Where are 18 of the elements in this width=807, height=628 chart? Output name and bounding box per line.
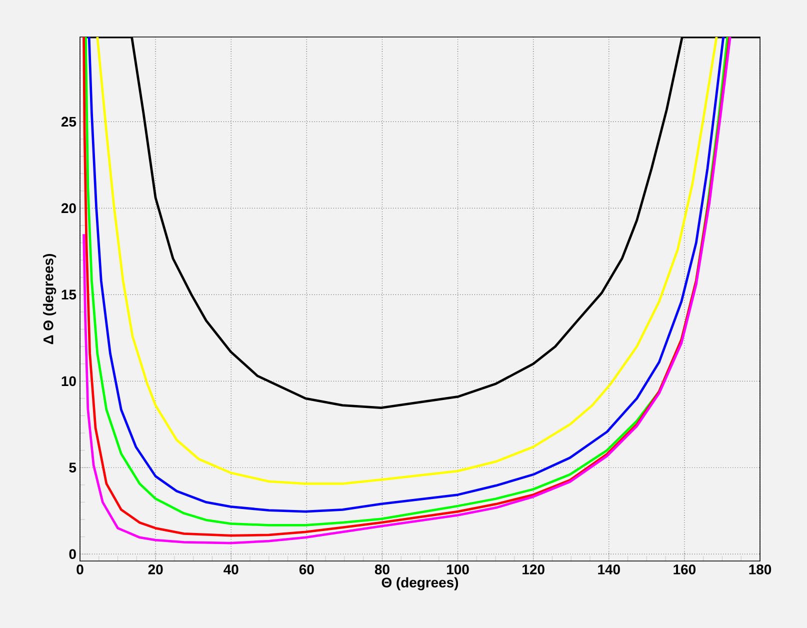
- y-axis-title: Δ Θ (degrees): [43, 254, 56, 344]
- y-tick-label: 25: [61, 116, 76, 127]
- x-tick-label: 80: [374, 564, 390, 574]
- x-tick-label: 20: [148, 564, 163, 574]
- y-tick-label: 5: [69, 462, 76, 472]
- x-axis-title: Θ (degrees): [382, 577, 458, 590]
- y-tick-label: 0: [69, 549, 76, 560]
- x-tick-label: 160: [674, 564, 696, 574]
- x-tick-label: 0: [76, 564, 84, 574]
- x-tick-label: 40: [224, 564, 238, 574]
- x-tick-label: 180: [749, 564, 772, 574]
- x-tick-label: 60: [299, 564, 314, 574]
- x-tick-label: 100: [447, 564, 469, 574]
- y-tick-label: 15: [62, 290, 76, 300]
- y-tick-label: 20: [61, 203, 76, 214]
- x-tick-label: 120: [522, 564, 544, 574]
- x-tick-label: 140: [598, 564, 620, 574]
- y-tick-label: 10: [62, 376, 76, 386]
